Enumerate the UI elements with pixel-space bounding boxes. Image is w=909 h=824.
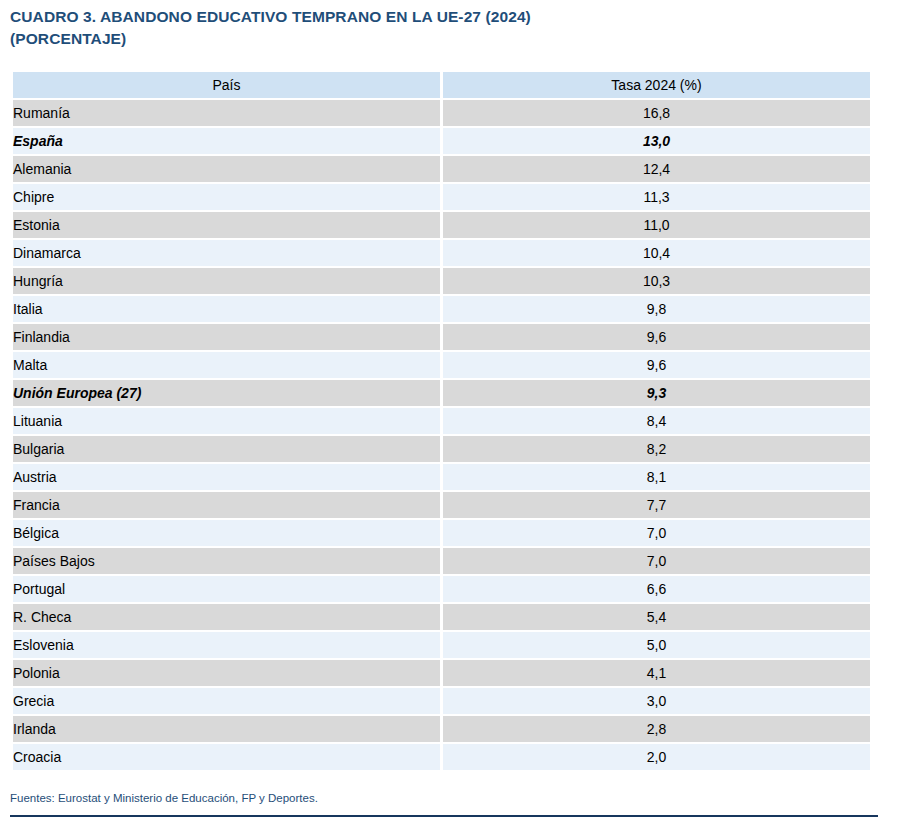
country-cell: Países Bajos xyxy=(13,548,440,574)
rate-cell: 8,1 xyxy=(443,464,870,490)
table-row: Hungría10,3 xyxy=(13,268,870,294)
bottom-rule xyxy=(10,815,878,817)
table-row: Francia7,7 xyxy=(13,492,870,518)
table-row: Bélgica7,0 xyxy=(13,520,870,546)
table-row: Portugal6,6 xyxy=(13,576,870,602)
country-cell: Polonia xyxy=(13,660,440,686)
column-header-tasa: Tasa 2024 (%) xyxy=(443,72,870,98)
table-row: Estonia11,0 xyxy=(13,212,870,238)
country-cell: Dinamarca xyxy=(13,240,440,266)
rate-cell: 12,4 xyxy=(443,156,870,182)
table-row: R. Checa5,4 xyxy=(13,604,870,630)
table-row: Malta9,6 xyxy=(13,352,870,378)
country-cell: Italia xyxy=(13,296,440,322)
rate-cell: 4,1 xyxy=(443,660,870,686)
rate-cell: 8,4 xyxy=(443,408,870,434)
rate-cell: 8,2 xyxy=(443,436,870,462)
table-row: España13,0 xyxy=(13,128,870,154)
country-cell: Irlanda xyxy=(13,716,440,742)
rate-cell: 11,3 xyxy=(443,184,870,210)
table-row: Irlanda2,8 xyxy=(13,716,870,742)
country-cell: Portugal xyxy=(13,576,440,602)
country-cell: Grecia xyxy=(13,688,440,714)
rate-cell: 10,4 xyxy=(443,240,870,266)
country-cell: Bulgaria xyxy=(13,436,440,462)
table-row: Unión Europea (27)9,3 xyxy=(13,380,870,406)
rate-cell: 5,0 xyxy=(443,632,870,658)
table-row: Lituania8,4 xyxy=(13,408,870,434)
rate-cell: 9,8 xyxy=(443,296,870,322)
country-cell: Estonia xyxy=(13,212,440,238)
rate-cell: 7,0 xyxy=(443,548,870,574)
rate-cell: 16,8 xyxy=(443,100,870,126)
rate-cell: 5,4 xyxy=(443,604,870,630)
country-cell: Francia xyxy=(13,492,440,518)
table-row: Grecia3,0 xyxy=(13,688,870,714)
table-row: Finlandia9,6 xyxy=(13,324,870,350)
table-title-line1: CUADRO 3. ABANDONO EDUCATIVO TEMPRANO EN… xyxy=(10,8,531,25)
table-row: Eslovenia5,0 xyxy=(13,632,870,658)
rate-cell: 2,0 xyxy=(443,744,870,770)
table-row: Austria8,1 xyxy=(13,464,870,490)
rate-cell: 13,0 xyxy=(443,128,870,154)
country-cell: Unión Europea (27) xyxy=(13,380,440,406)
document-page: CUADRO 3. ABANDONO EDUCATIVO TEMPRANO EN… xyxy=(0,0,909,824)
country-cell: Finlandia xyxy=(13,324,440,350)
table-row: Croacia2,0 xyxy=(13,744,870,770)
dropout-rate-table: País Tasa 2024 (%) Rumanía16,8España13,0… xyxy=(10,70,873,772)
country-cell: Bélgica xyxy=(13,520,440,546)
rate-cell: 11,0 xyxy=(443,212,870,238)
country-cell: Rumanía xyxy=(13,100,440,126)
table-row: Chipre11,3 xyxy=(13,184,870,210)
rate-cell: 7,7 xyxy=(443,492,870,518)
table-row: Italia9,8 xyxy=(13,296,870,322)
country-cell: Chipre xyxy=(13,184,440,210)
country-cell: Croacia xyxy=(13,744,440,770)
table-row: Polonia4,1 xyxy=(13,660,870,686)
country-cell: Alemania xyxy=(13,156,440,182)
country-cell: Malta xyxy=(13,352,440,378)
table-row: Países Bajos7,0 xyxy=(13,548,870,574)
table-title: CUADRO 3. ABANDONO EDUCATIVO TEMPRANO EN… xyxy=(10,6,890,50)
country-cell: Austria xyxy=(13,464,440,490)
column-header-pais: País xyxy=(13,72,440,98)
table-row: Rumanía16,8 xyxy=(13,100,870,126)
rate-cell: 2,8 xyxy=(443,716,870,742)
header-row: País Tasa 2024 (%) xyxy=(13,72,870,98)
rate-cell: 9,6 xyxy=(443,324,870,350)
sources-note: Fuentes: Eurostat y Ministerio de Educac… xyxy=(10,792,318,804)
rate-cell: 9,6 xyxy=(443,352,870,378)
table-row: Bulgaria8,2 xyxy=(13,436,870,462)
table-row: Dinamarca10,4 xyxy=(13,240,870,266)
rate-cell: 7,0 xyxy=(443,520,870,546)
rate-cell: 3,0 xyxy=(443,688,870,714)
table-title-line2: (PORCENTAJE) xyxy=(10,30,126,47)
country-cell: Lituania xyxy=(13,408,440,434)
country-cell: Hungría xyxy=(13,268,440,294)
table-row: Alemania12,4 xyxy=(13,156,870,182)
rate-cell: 10,3 xyxy=(443,268,870,294)
country-cell: Eslovenia xyxy=(13,632,440,658)
table-body: Rumanía16,8España13,0Alemania12,4Chipre1… xyxy=(13,100,870,770)
country-cell: R. Checa xyxy=(13,604,440,630)
rate-cell: 9,3 xyxy=(443,380,870,406)
rate-cell: 6,6 xyxy=(443,576,870,602)
country-cell: España xyxy=(13,128,440,154)
